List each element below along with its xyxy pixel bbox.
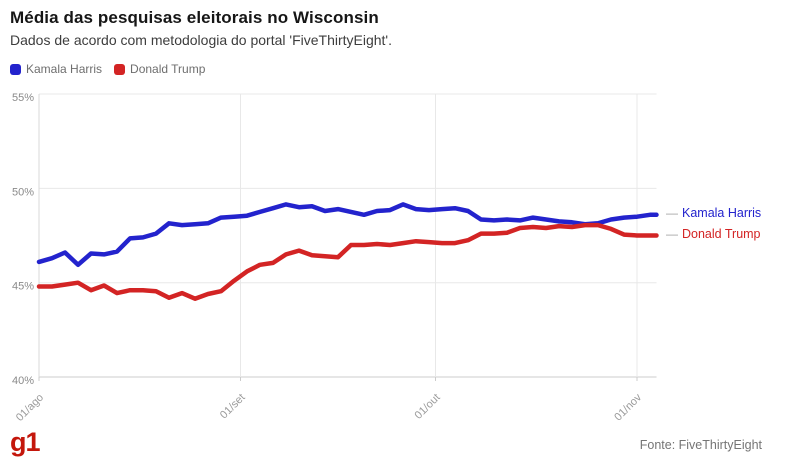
x-axis-tick-label: 01/set bbox=[218, 392, 248, 422]
x-axis-tick-label: 01/out bbox=[413, 392, 443, 422]
series-end-label-harris: — Kamala Harris bbox=[666, 205, 762, 220]
x-axis-tick-label: 01/nov bbox=[612, 391, 644, 423]
y-axis-tick-label: 45% bbox=[12, 281, 34, 293]
label-dash: — bbox=[666, 205, 678, 220]
page-title: Média das pesquisas eleitorais no Wiscon… bbox=[10, 8, 379, 27]
legend-item-trump: Donald Trump bbox=[114, 62, 205, 76]
label-dash: — bbox=[666, 226, 678, 241]
trump-color-swatch bbox=[114, 63, 126, 75]
legend-item-harris: Kamala Harris bbox=[10, 62, 102, 76]
legend-label-trump: Donald Trump bbox=[130, 62, 206, 76]
legend: Kamala Harris Donald Trump bbox=[10, 62, 205, 76]
y-axis-tick-label: 40% bbox=[12, 375, 34, 387]
trend-line-trump bbox=[36, 222, 659, 301]
page-subtitle: Dados de acordo com metodologia do porta… bbox=[10, 32, 392, 48]
y-axis-tick-label: 55% bbox=[12, 92, 34, 104]
g1-logo: g1 bbox=[10, 427, 40, 457]
source-note: Fonte: FiveThirtyEight bbox=[639, 438, 762, 452]
series-end-label-trump: — Donald Trump bbox=[666, 226, 761, 241]
y-axis-tick-label: 50% bbox=[12, 186, 34, 198]
harris-color-swatch bbox=[10, 63, 21, 75]
x-axis-tick-label: 01/ago bbox=[14, 392, 46, 424]
trend-line-harris bbox=[36, 202, 659, 268]
legend-label-harris: Kamala Harris bbox=[26, 62, 103, 76]
